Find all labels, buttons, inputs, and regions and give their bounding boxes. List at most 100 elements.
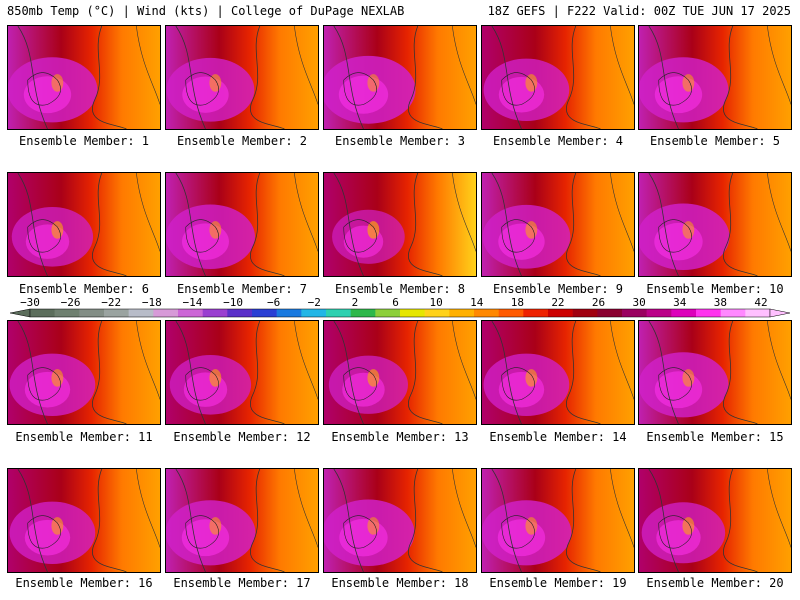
colorbar-swatch: [252, 309, 277, 317]
temperature-field: [8, 26, 160, 129]
ensemble-member-map: [7, 320, 161, 425]
member-label: Ensemble Member: 11: [15, 430, 153, 444]
ensemble-member-map: [481, 320, 635, 425]
colorbar-tick-label: 30: [632, 296, 646, 309]
colorbar-swatch: [128, 309, 154, 317]
temperature-field: [639, 26, 791, 129]
temperature-field: [324, 321, 476, 424]
member-label: Ensemble Member: 6: [18, 282, 150, 296]
colorbar-tick-label: 2: [351, 296, 359, 309]
temperature-field: [166, 321, 318, 424]
colorbar-tick-label: −22: [101, 296, 122, 309]
colorbar-swatch: [375, 309, 401, 317]
colorbar-swatch: [449, 309, 475, 317]
colorbar-swatch: [202, 309, 228, 317]
colorbar-swatch: [178, 309, 203, 317]
member-label: Ensemble Member: 19: [489, 576, 627, 590]
colorbar-arrow-right: [769, 308, 790, 318]
colorbar-swatch: [153, 309, 179, 317]
colorbar-tick-label: 18: [510, 296, 524, 309]
colorbar-swatch: [720, 309, 746, 317]
ensemble-member-map: [481, 172, 635, 277]
member-label: Ensemble Member: 7: [176, 282, 308, 296]
colorbar-tick-label: −6: [267, 296, 281, 309]
member-label: Ensemble Member: 2: [176, 134, 308, 148]
temperature-field: [482, 26, 634, 129]
colorbar-tick-label: 14: [470, 296, 484, 309]
ensemble-member-map: [323, 25, 477, 130]
colorbar-swatch: [646, 309, 672, 317]
ensemble-member-map: [638, 468, 792, 573]
colorbar-swatch: [54, 309, 80, 317]
colorbar-tick-label: 42: [754, 296, 768, 309]
colorbar-swatch: [671, 309, 697, 317]
colorbar-swatch: [474, 309, 499, 317]
ensemble-member-map: [481, 25, 635, 130]
ensemble-member-map: [165, 320, 319, 425]
colorbar-swatch: [572, 309, 598, 317]
colorbar-swatch: [622, 309, 647, 317]
colorbar-swatch: [745, 309, 771, 317]
member-label: Ensemble Member: 14: [489, 430, 627, 444]
member-label: Ensemble Member: 8: [334, 282, 466, 296]
colorbar-tick-label: −10: [223, 296, 243, 309]
member-label: Ensemble Member: 5: [649, 134, 781, 148]
member-label: Ensemble Member: 12: [173, 430, 311, 444]
colorbar-swatch: [696, 309, 721, 317]
temperature-field: [8, 321, 160, 424]
ensemble-member-map: [165, 25, 319, 130]
colorbar-swatch: [424, 309, 450, 317]
temperature-field: [639, 321, 791, 424]
temperature-field: [324, 26, 476, 129]
colorbar-tick-label: −2: [307, 296, 321, 309]
ensemble-member-map: [165, 468, 319, 573]
member-label: Ensemble Member: 10: [646, 282, 784, 296]
colorbar-tick-label: −30: [20, 296, 40, 309]
temperature-field: [8, 469, 160, 572]
temperature-field: [324, 173, 476, 276]
member-label: Ensemble Member: 20: [646, 576, 784, 590]
colorbar-swatch: [227, 309, 253, 317]
colorbar-labels: −30 −26 −22 −18 −14 −10 −6 −2 2 6 10 14 18 22 26 30 34 38…: [20, 296, 768, 309]
ensemble-member-map: [165, 172, 319, 277]
ensemble-member-map: [323, 172, 477, 277]
colorbar-swatch: [276, 309, 302, 317]
colorbar-swatch: [548, 309, 573, 317]
ensemble-member-map: [323, 320, 477, 425]
ensemble-member-map: [323, 468, 477, 573]
ensemble-member-map: [638, 172, 792, 277]
colorbar-tick-label: 10: [429, 296, 443, 309]
member-label: Ensemble Member: 9: [492, 282, 624, 296]
member-label: Ensemble Member: 1: [18, 134, 150, 148]
member-label: Ensemble Member: 13: [331, 430, 469, 444]
member-label: Ensemble Member: 18: [331, 576, 469, 590]
temperature-field: [166, 173, 318, 276]
colorbar-swatch: [400, 309, 425, 317]
member-label: Ensemble Member: 4: [492, 134, 624, 148]
temperature-field: [166, 26, 318, 129]
colorbar-tick-label: −18: [141, 296, 162, 309]
colorbar-tick-label: 26: [591, 296, 606, 309]
colorbar-arrow-left: [10, 308, 31, 318]
colorbar-swatch: [104, 309, 129, 317]
temperature-field: [482, 321, 634, 424]
model-run-info: 18Z GEFS | F222 Valid: 00Z TUE JUN 17 20…: [487, 4, 791, 18]
ensemble-member-map: [7, 172, 161, 277]
colorbar-tick-label: −26: [60, 296, 81, 309]
colorbar-tick-label: −14: [182, 296, 203, 309]
ensemble-member-map: [7, 468, 161, 573]
ensemble-member-map: [638, 320, 792, 425]
colorbar-tick-label: 22: [551, 296, 565, 309]
colorbar-swatch: [498, 309, 524, 317]
colorbar-swatch: [597, 309, 623, 317]
member-label: Ensemble Member: 16: [15, 576, 153, 590]
colorbar-swatch: [30, 309, 55, 317]
colorbar-swatch: [301, 309, 327, 317]
colorbar-swatch: [350, 309, 376, 317]
temperature-field: [166, 469, 318, 572]
temperature-field: [639, 173, 791, 276]
colorbar-swatch: [326, 309, 351, 317]
member-label: Ensemble Member: 17: [173, 576, 311, 590]
temperature-field: [482, 173, 634, 276]
colorbar-swatch: [523, 309, 549, 317]
